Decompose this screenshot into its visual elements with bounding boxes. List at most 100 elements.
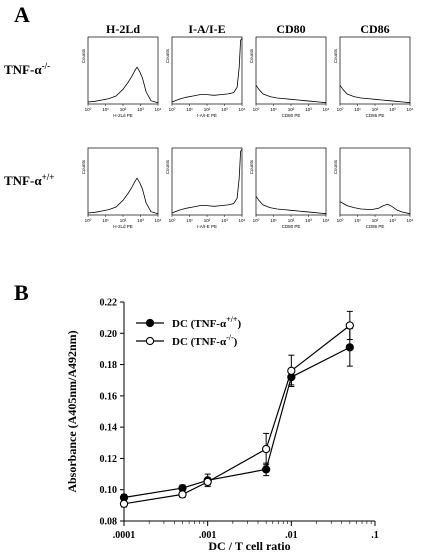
row-label: TNF-α-/- (4, 61, 50, 77)
histogram-tick-label: 10¹ (186, 107, 193, 112)
histogram-tick-label: 10³ (221, 218, 228, 223)
histogram-tick-label: 10⁰ (85, 107, 92, 112)
histogram-x-label: CD80 PE (282, 113, 301, 118)
y-tick-label: 0.14 (100, 423, 118, 434)
line-chart: 0.08 0.10 0.12 0.14 0.16 0.18 0.20 0.22 .0001 .00… (65, 298, 379, 554)
histogram-tick-label: 10² (120, 107, 127, 112)
x-axis-title: DC / T cell ratio (208, 539, 290, 553)
histogram-tick-label: 10² (204, 218, 211, 223)
data-point (345, 321, 354, 330)
histogram-tick-label: 10¹ (354, 218, 361, 223)
histogram-x-label: H-2Ld PE (113, 224, 133, 229)
histogram-tick-label: 10² (372, 107, 379, 112)
histogram-y-label: Counts (81, 48, 86, 63)
data-point (119, 499, 129, 508)
histogram-tick-label: 10³ (389, 218, 396, 223)
histogram-tick-label: 10¹ (270, 107, 277, 112)
histogram-x-label: CD86 PE (366, 113, 385, 118)
histogram-x-label: CD86 PE (366, 224, 385, 229)
data-point (287, 366, 296, 375)
data-point (261, 465, 271, 474)
histogram-tick-label: 10² (288, 107, 295, 112)
histogram-frame (171, 36, 243, 105)
histogram-x-label: CD80 PE (282, 224, 301, 229)
histogram-frame (339, 36, 411, 105)
histogram-trace (339, 201, 411, 215)
histogram-tick-label: 10⁰ (85, 218, 92, 223)
histogram-y-label: Counts (333, 48, 338, 63)
column-header: CD86 (360, 22, 389, 36)
y-tick-label: 0.18 (100, 360, 118, 371)
y-tick-label: 0.22 (100, 298, 118, 309)
histogram-trace (255, 84, 327, 104)
y-tick-label: 0.08 (100, 517, 118, 528)
histogram-y-label: Counts (165, 48, 170, 63)
histogram-tick-label: 10³ (221, 107, 228, 112)
histogram-tick-label: 10³ (137, 107, 144, 112)
histogram-tick-label: 10¹ (354, 107, 361, 112)
histogram-y-label: Counts (165, 159, 170, 174)
histogram-tick-label: 10² (372, 218, 379, 223)
legend-marker (145, 318, 155, 328)
x-tick-label: .01 (285, 530, 298, 541)
histogram-tick-label: 10¹ (102, 107, 109, 112)
histogram-tick-label: 10⁴ (155, 218, 162, 223)
histogram-tick-label: 10² (204, 107, 211, 112)
histogram-grid: H-2Ld I-A/I-E CD80 CD86 TNF-α-/- 10⁰ 10¹ 10² 10³… (4, 22, 414, 229)
histogram-trace (255, 195, 327, 215)
histogram-y-label: Counts (249, 48, 254, 63)
histogram-tick-label: 10² (288, 218, 295, 223)
histogram-tick-label: 10⁴ (155, 107, 162, 112)
row-label: TNF-α+/+ (4, 172, 54, 188)
histogram-frame (171, 147, 243, 216)
legend-entry: DC (TNF-α-/-) (172, 333, 238, 348)
histogram-tick-label: 10³ (137, 218, 144, 223)
data-point (261, 444, 271, 454)
histogram-tick-label: 10⁴ (323, 107, 330, 112)
data-point (178, 490, 187, 499)
x-tick-label: .1 (371, 530, 379, 541)
histogram-tick-label: 10⁰ (169, 218, 176, 223)
histogram-tick-label: 10⁰ (253, 107, 260, 112)
histogram-tick-label: 10⁰ (169, 107, 176, 112)
histogram-y-label: Counts (81, 159, 86, 174)
histogram-frame (255, 36, 327, 105)
histogram-tick-label: 10⁰ (337, 218, 344, 223)
histogram-tick-label: 10⁴ (407, 218, 414, 223)
panel-a-label: A (14, 2, 30, 27)
y-tick-label: 0.16 (100, 391, 118, 402)
histogram-tick-label: 10⁴ (239, 107, 246, 112)
data-point (345, 343, 354, 352)
histogram-y-label: Counts (333, 159, 338, 174)
histogram-frame (339, 147, 411, 216)
histogram-trace (87, 66, 159, 104)
histogram-x-label: I-A/I-E PE (197, 224, 217, 229)
histogram-tick-label: 10⁴ (239, 218, 246, 223)
y-tick-label: 0.10 (100, 485, 118, 496)
series-line (123, 346, 351, 499)
histogram-y-label: Counts (249, 159, 254, 174)
data-point (203, 477, 212, 487)
series-line (123, 325, 351, 505)
histogram-trace (171, 38, 243, 103)
x-tick-label: .0001 (113, 530, 136, 541)
histogram-x-label: H-2Ld PE (113, 113, 133, 118)
histogram-tick-label: 10³ (389, 107, 396, 112)
histogram-trace (171, 149, 243, 214)
histogram-tick-label: 10² (120, 218, 127, 223)
y-tick-label: 0.12 (100, 454, 118, 465)
column-header: CD80 (276, 22, 305, 36)
y-tick-label: 0.20 (100, 329, 118, 340)
histogram-tick-label: 10⁴ (323, 218, 330, 223)
histogram-frame (255, 147, 327, 216)
histogram-trace (87, 177, 159, 215)
histogram-tick-label: 10¹ (270, 218, 277, 223)
histogram-tick-label: 10³ (305, 107, 312, 112)
x-tick-label: .001 (199, 530, 217, 541)
legend-marker (145, 336, 155, 346)
histogram-tick-label: 10³ (305, 218, 312, 223)
column-header: H-2Ld (106, 22, 140, 36)
histogram-tick-label: 10⁰ (253, 218, 260, 223)
y-axis-title: Absorbance (A405nm/A492nm) (65, 330, 79, 492)
